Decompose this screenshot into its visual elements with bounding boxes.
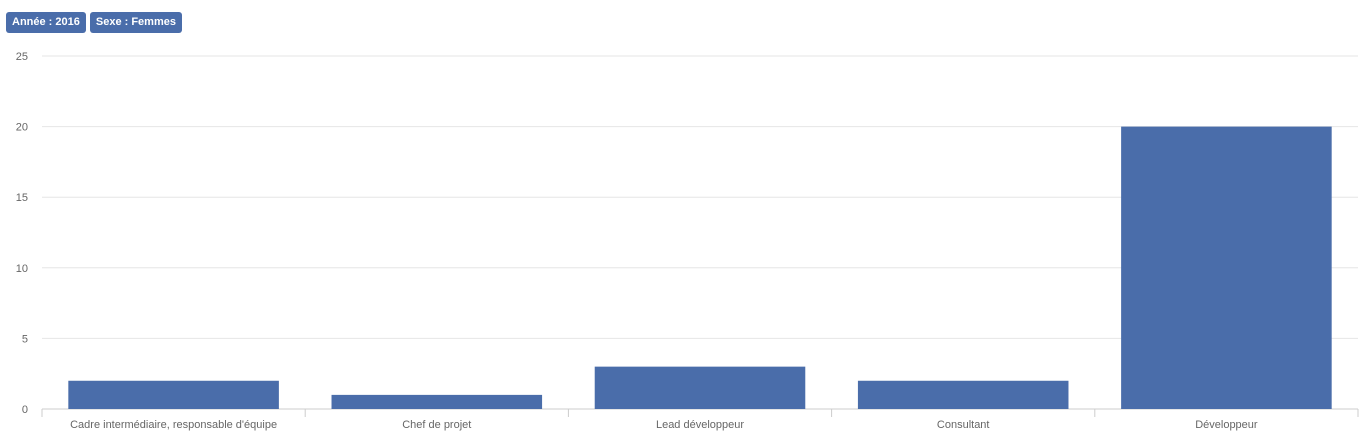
x-tick-label-3: Consultant (937, 419, 990, 431)
y-tick-label-25: 25 (16, 51, 28, 63)
axis-layer: 0 5 10 15 20 25 Cadre intermédiaire, responsab… (16, 51, 1359, 431)
filter-badge-sex[interactable]: Sexe : Femmes (89, 12, 182, 33)
y-tick-label-5: 5 (22, 333, 28, 345)
filter-badges: Année : 2016 Sexe : Femmes (6, 12, 182, 33)
bar-0[interactable] (68, 380, 279, 409)
bar-2[interactable] (594, 366, 806, 409)
y-tick-label-10: 10 (16, 263, 28, 275)
x-tick-label-2: Lead développeur (656, 419, 744, 431)
y-tick-label-0: 0 (22, 404, 28, 416)
x-tick-label-0: Cadre intermédiaire, responsable d'équip… (70, 419, 277, 431)
bar-4[interactable] (1121, 126, 1332, 409)
x-tick-label-1: Chef de projet (402, 419, 471, 431)
bar-1[interactable] (331, 394, 543, 409)
bar-3[interactable] (857, 380, 1069, 409)
x-tick-label-4: Développeur (1195, 419, 1258, 431)
filter-badge-year[interactable]: Année : 2016 (6, 12, 86, 33)
bar-layer (68, 126, 1332, 409)
y-tick-label-20: 20 (16, 122, 28, 134)
y-tick-label-15: 15 (16, 192, 28, 204)
